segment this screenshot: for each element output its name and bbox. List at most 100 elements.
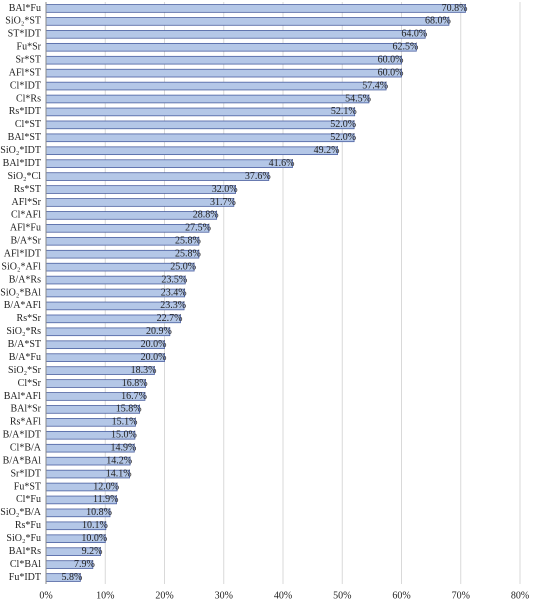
bar <box>45 172 270 181</box>
y-tick-label: AFl*IDT <box>4 248 41 259</box>
y-tick-label: Cl*ST <box>15 119 41 130</box>
value-label: 15.0% <box>111 430 137 441</box>
y-tick-label: SiO₂*Sr <box>8 365 42 376</box>
value-label: 70.8% <box>442 3 468 14</box>
value-label: 41.6% <box>269 158 295 169</box>
bar <box>45 159 293 168</box>
value-label: 14.9% <box>110 442 136 453</box>
value-label: 64.0% <box>401 29 427 40</box>
bar <box>45 120 355 130</box>
bar <box>45 81 387 91</box>
y-tick-label: Rs*Fu <box>15 520 41 531</box>
value-label: 20.9% <box>146 326 172 337</box>
y-tick-label: B/A*AFl <box>4 300 41 311</box>
value-label: 22.7% <box>157 313 183 324</box>
value-label: 25.8% <box>175 248 201 259</box>
bar <box>45 185 237 194</box>
x-tick-label: 60% <box>392 590 410 600</box>
bar <box>45 107 356 117</box>
value-label: 31.7% <box>210 197 236 208</box>
value-label: 23.5% <box>161 274 187 285</box>
value-label: 15.8% <box>116 404 142 415</box>
y-tick-label: Cl*Fu <box>16 494 41 505</box>
y-tick-label: SiO₂*B/A <box>0 507 41 518</box>
bar <box>45 94 370 104</box>
x-tick-label: 0% <box>39 590 52 600</box>
y-tick-label: BAl*Fu <box>9 3 41 14</box>
bar <box>45 211 218 220</box>
y-tick-label: SiO₂*BAl <box>0 287 41 298</box>
value-label: 9.2% <box>82 546 103 557</box>
value-label: 25.8% <box>175 236 201 247</box>
value-label: 12.0% <box>93 481 119 492</box>
y-tick-label: Rs*Sr <box>17 313 42 324</box>
x-tick-label: 40% <box>274 590 292 600</box>
y-tick-label: BAl*ST <box>8 132 41 143</box>
y-tick-label: SiO₂*IDT <box>0 145 41 156</box>
y-tick-label: Sr*ST <box>15 54 41 65</box>
value-label: 60.0% <box>378 67 404 78</box>
bar <box>45 133 355 143</box>
y-tick-label: Fu*ST <box>14 481 41 492</box>
y-tick-label: Cl*Rs <box>16 93 41 104</box>
y-tick-label: Rs*IDT <box>9 106 41 117</box>
value-label: 49.2% <box>314 145 340 156</box>
value-label: 5.8% <box>62 572 83 583</box>
y-tick-label: Rs*AFl <box>10 417 41 428</box>
value-label: 25.0% <box>170 261 196 272</box>
y-tick-label: SiO₂*ST <box>5 16 41 27</box>
y-tick-label: Fu*Sr <box>17 42 42 53</box>
y-tick-label: Rs*ST <box>14 184 41 195</box>
y-tick-label: B/A*BAl <box>3 455 42 466</box>
value-label: 16.8% <box>122 378 148 389</box>
y-tick-label: Fu*IDT <box>9 572 41 583</box>
value-label: 14.2% <box>106 455 132 466</box>
value-label: 54.5% <box>345 93 371 104</box>
y-tick-label: SiO₂*AFl <box>1 261 41 272</box>
value-label: 14.1% <box>106 468 132 479</box>
value-label: 68.0% <box>425 16 451 27</box>
y-tick-label: Cl*AFl <box>11 210 41 221</box>
y-tick-label: BAl*Sr <box>10 404 41 415</box>
value-label: 60.0% <box>378 54 404 65</box>
value-label: 52.0% <box>330 132 356 143</box>
value-label: 62.5% <box>392 42 418 53</box>
y-tick-label: Cl*B/A <box>10 442 42 453</box>
value-label: 18.3% <box>131 365 157 376</box>
value-label: 57.4% <box>362 80 388 91</box>
x-tick-label: 80% <box>511 590 529 600</box>
y-tick-label: B/A*IDT <box>3 430 41 441</box>
value-label: 15.1% <box>112 417 138 428</box>
value-label: 20.0% <box>141 352 167 363</box>
value-label: 10.0% <box>81 533 107 544</box>
bar <box>45 55 402 65</box>
value-label: 52.1% <box>331 106 357 117</box>
y-tick-label: BAl*AFl <box>4 391 41 402</box>
value-label: 10.1% <box>82 520 108 531</box>
y-tick-label: Cl*IDT <box>10 80 41 91</box>
x-tick-label: 30% <box>215 590 233 600</box>
value-label: 11.9% <box>93 494 118 505</box>
y-tick-label: B/A*ST <box>8 339 41 350</box>
y-tick-label: BAl*Rs <box>9 546 41 557</box>
y-tick-label: B/A*Rs <box>9 274 41 285</box>
value-label: 52.0% <box>330 119 356 130</box>
value-label: 32.0% <box>212 184 238 195</box>
value-label: 37.6% <box>245 171 271 182</box>
y-tick-label: AFl*Fu <box>10 223 41 234</box>
y-tick-label: SiO₂*Cl <box>8 171 42 182</box>
y-tick-label: B/A*Fu <box>9 352 41 363</box>
value-label: 16.7% <box>121 391 147 402</box>
bar <box>45 198 235 207</box>
bar <box>45 146 338 156</box>
value-label: 7.9% <box>74 559 95 570</box>
bar <box>45 42 417 52</box>
value-label: 27.5% <box>185 223 211 234</box>
value-label: 23.3% <box>160 300 186 311</box>
value-label: 10.8% <box>86 507 112 518</box>
x-tick-label: 20% <box>155 590 173 600</box>
bar <box>45 30 426 39</box>
bar <box>45 68 402 78</box>
y-tick-label: SiO₂*Fu <box>6 533 41 544</box>
